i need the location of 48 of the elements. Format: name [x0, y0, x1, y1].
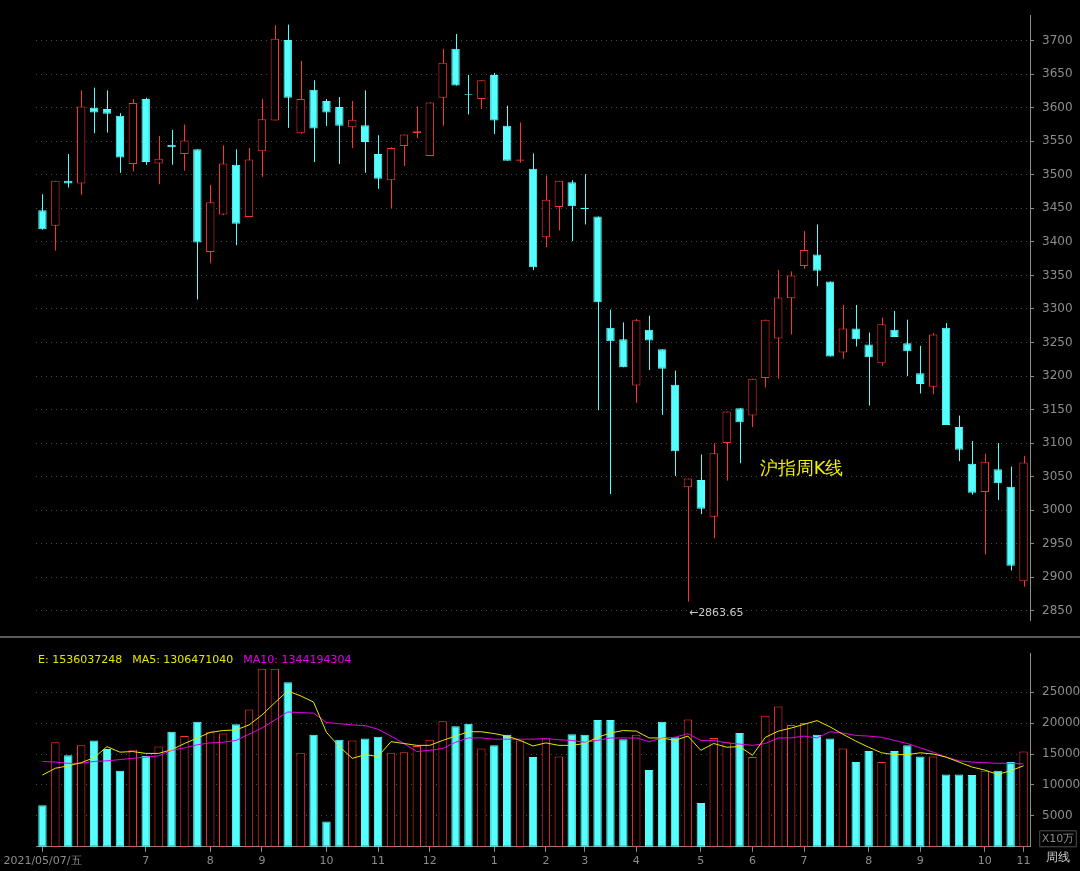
x-tick-label: 8: [865, 854, 873, 868]
x-tick-label: 3: [581, 854, 589, 868]
y-tick-label: 3150: [1042, 401, 1073, 416]
x-tick-label: 1: [490, 854, 498, 868]
y-tick-label: 3300: [1042, 301, 1073, 316]
y-tick-label: 3400: [1042, 234, 1073, 249]
x-tick-label: 6: [748, 854, 756, 868]
x-axis-title: 周线: [1046, 849, 1070, 864]
x-tick-label: 10: [977, 854, 992, 868]
y-tick-label: 5000: [1042, 808, 1073, 822]
x-tick-label: 2021/05/07/五: [3, 854, 82, 868]
y-tick-label: 25000: [1042, 684, 1080, 699]
y-tick-label: 3050: [1042, 468, 1073, 483]
y-tick-label: 3550: [1042, 133, 1073, 148]
y-tick-label: 10000: [1042, 777, 1080, 792]
x-tick-label: 4: [632, 854, 640, 868]
y-tick-label: 15000: [1042, 746, 1080, 761]
x-tick-label: 11: [371, 854, 386, 868]
y-tick-label: 3700: [1042, 32, 1073, 47]
y-tick-label: 3600: [1042, 99, 1073, 114]
y-tick-label: 20000: [1042, 715, 1080, 730]
x-tick-label: 9: [258, 854, 266, 868]
x-tick-label: 8: [206, 854, 214, 868]
x-tick-label: 9: [916, 854, 924, 868]
annotation: 沪指周K线: [759, 457, 844, 479]
annotation: E: 1536037248: [38, 653, 123, 667]
y-tick-label: 3000: [1042, 502, 1073, 517]
y-tick-label: 3450: [1042, 200, 1073, 215]
x-tick-label: 11: [1016, 854, 1031, 868]
x-tick-label: 2: [542, 854, 550, 868]
y-tick-label: 3650: [1042, 66, 1073, 81]
x-tick-label: 7: [142, 854, 150, 868]
x-tick-label: 5: [697, 854, 705, 868]
annotation: MA10: 1344194304: [243, 653, 352, 667]
x-tick-label: 12: [422, 854, 437, 868]
y-tick-label: 2900: [1042, 569, 1073, 584]
y-tick-label: 2850: [1042, 602, 1073, 617]
x-tick-label: 10: [319, 854, 334, 868]
y-tick-label: 3200: [1042, 368, 1073, 383]
y-tick-label: 3100: [1042, 435, 1073, 450]
y-tick-label: 3500: [1042, 166, 1073, 181]
annotation: ←2863.65: [688, 606, 744, 620]
y-tick-label: 3350: [1042, 267, 1073, 282]
y-tick-label: 2950: [1042, 535, 1073, 550]
y-tick-label: 3250: [1042, 334, 1073, 349]
x-tick-label: 7: [800, 854, 808, 868]
annotation: MA5: 1306471040: [132, 653, 234, 667]
y-axis-title: X10万: [1041, 831, 1075, 845]
